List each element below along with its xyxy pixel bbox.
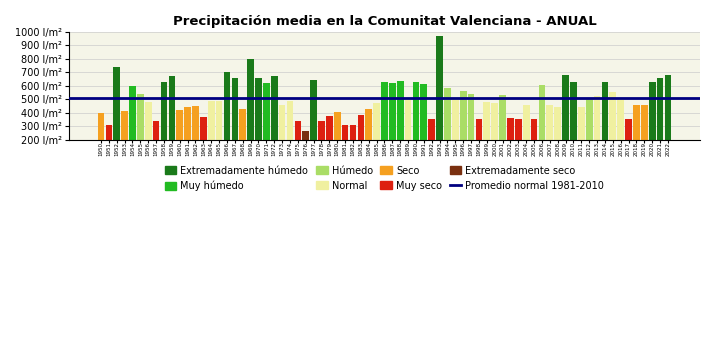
Bar	[271, 76, 277, 166]
Bar	[649, 82, 656, 166]
Bar	[460, 91, 467, 166]
Bar	[405, 99, 411, 166]
Bar	[389, 83, 395, 166]
Bar	[633, 105, 640, 166]
Bar	[507, 118, 514, 166]
Bar	[184, 107, 191, 166]
Bar	[499, 95, 506, 166]
Bar	[420, 84, 427, 166]
Bar	[373, 103, 380, 166]
Bar	[665, 75, 671, 166]
Bar	[326, 116, 332, 166]
Bar	[169, 76, 175, 166]
Bar	[358, 115, 364, 166]
Bar	[601, 82, 608, 166]
Bar	[224, 72, 230, 166]
Bar	[413, 82, 419, 166]
Bar	[137, 94, 144, 166]
Bar	[562, 75, 569, 166]
Bar	[617, 98, 624, 166]
Bar	[177, 110, 183, 166]
Bar	[554, 106, 561, 166]
Bar	[342, 125, 348, 166]
Bar	[570, 82, 577, 166]
Bar	[247, 59, 254, 166]
Bar	[287, 101, 293, 166]
Bar	[145, 102, 152, 166]
Bar	[114, 67, 120, 166]
Bar	[491, 103, 498, 166]
Bar	[153, 121, 159, 166]
Bar	[657, 78, 664, 166]
Bar	[593, 96, 601, 166]
Bar	[483, 102, 490, 166]
Bar	[216, 101, 222, 166]
Bar	[538, 85, 546, 166]
Bar	[106, 125, 112, 166]
Bar	[641, 105, 648, 166]
Bar	[531, 119, 538, 166]
Bar	[129, 86, 136, 166]
Bar	[578, 106, 585, 166]
Bar	[428, 119, 435, 166]
Bar	[192, 106, 199, 166]
Bar	[365, 109, 372, 166]
Bar	[515, 119, 522, 166]
Bar	[523, 105, 530, 166]
Bar	[381, 82, 388, 166]
Bar	[208, 101, 214, 166]
Bar	[452, 99, 459, 166]
Title: Precipitación media en la Comunitat Valenciana - ANUAL: Precipitación media en la Comunitat Vale…	[172, 15, 596, 28]
Bar	[200, 117, 207, 166]
Bar	[98, 113, 104, 166]
Bar	[310, 80, 317, 166]
Bar	[444, 88, 451, 166]
Bar	[397, 81, 403, 166]
Bar	[295, 121, 301, 166]
Bar	[279, 105, 285, 166]
Bar	[161, 82, 167, 166]
Bar	[255, 78, 262, 166]
Bar	[625, 119, 632, 166]
Bar	[263, 83, 270, 166]
Bar	[318, 121, 325, 166]
Bar	[232, 78, 238, 166]
Bar	[350, 125, 356, 166]
Legend: Extremadamente húmedo, Muy húmedo, Húmedo, Normal, Seco, Muy seco, Extremadament: Extremadamente húmedo, Muy húmedo, Húmed…	[161, 162, 608, 195]
Bar	[609, 92, 616, 166]
Bar	[468, 94, 475, 166]
Bar	[475, 119, 483, 166]
Bar	[436, 36, 443, 166]
Bar	[546, 105, 553, 166]
Bar	[586, 98, 593, 166]
Bar	[334, 112, 340, 166]
Bar	[302, 132, 309, 166]
Bar	[122, 111, 128, 166]
Bar	[240, 109, 246, 166]
